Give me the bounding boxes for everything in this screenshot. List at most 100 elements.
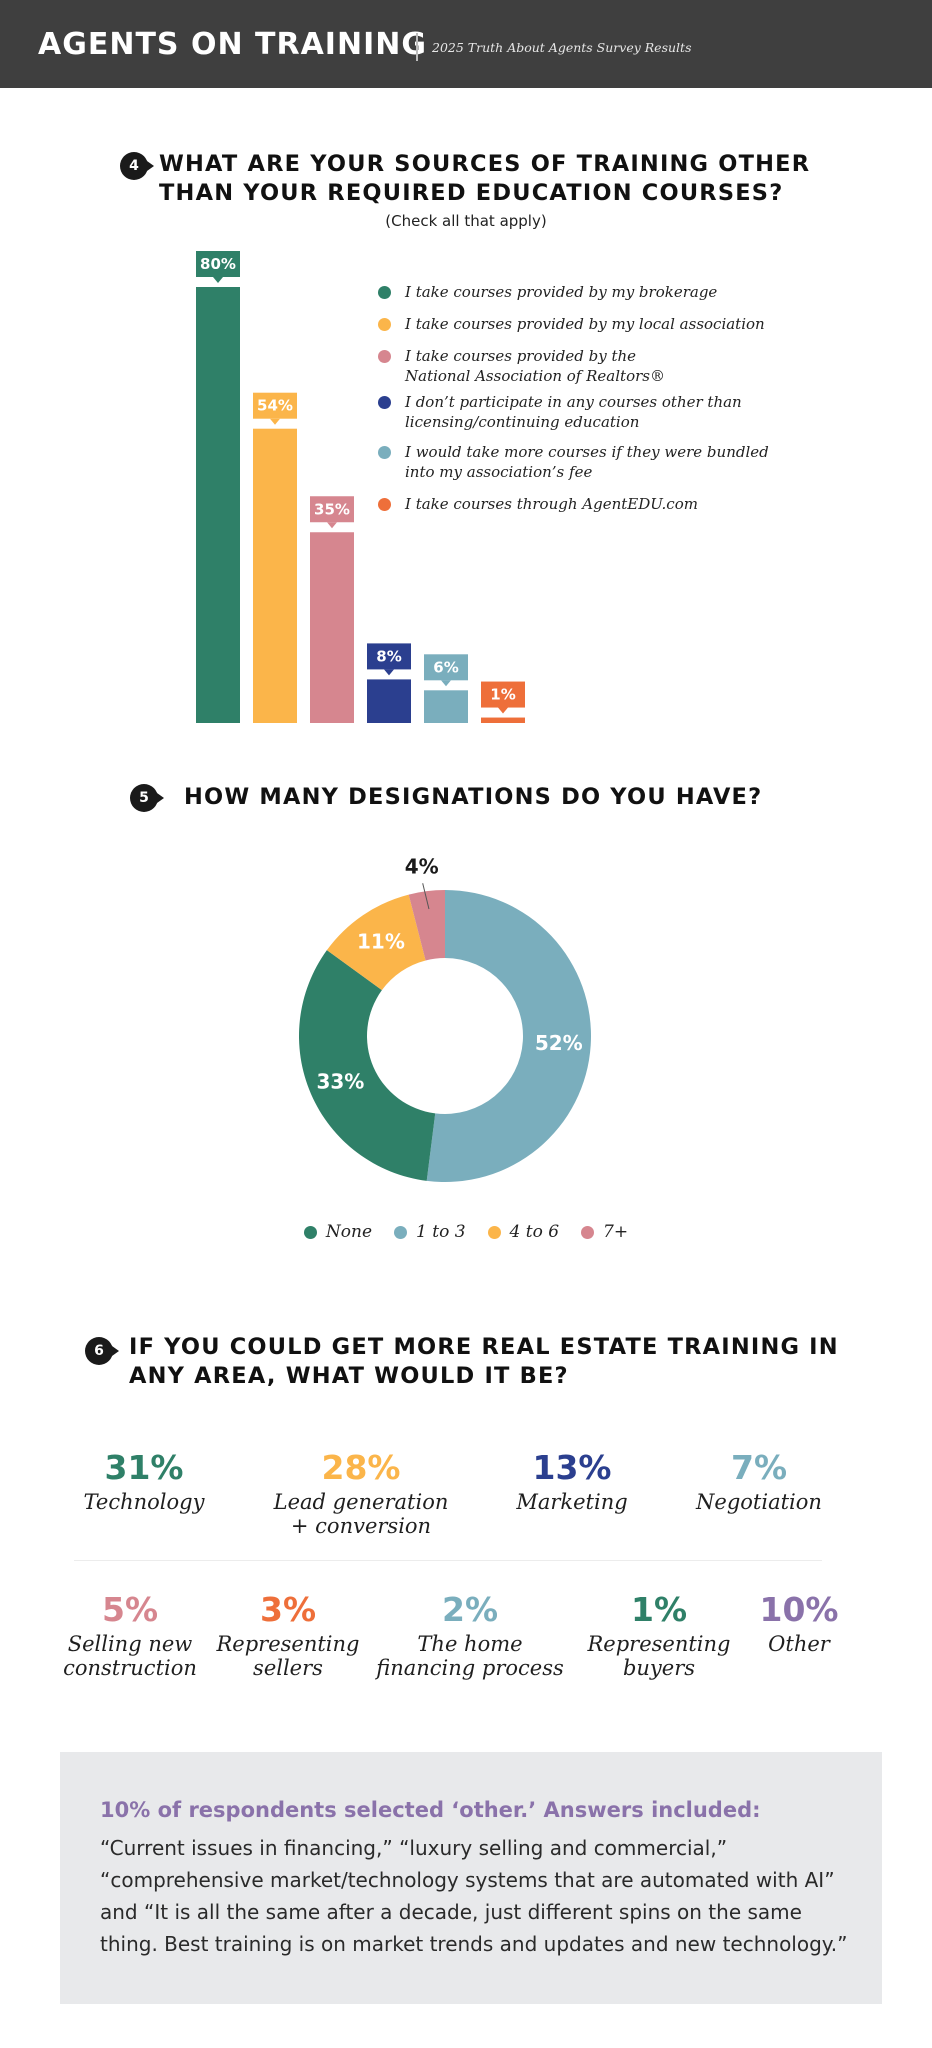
training-area-percent: 7% xyxy=(730,1448,788,1487)
question-6-title: IF YOU COULD GET MORE REAL ESTATE TRAINI… xyxy=(129,1333,839,1391)
training-area-percent: 31% xyxy=(104,1448,184,1487)
question-5-title: HOW MANY DESIGNATIONS DO YOU HAVE? xyxy=(184,784,763,810)
bar-4-value-label: 8% xyxy=(367,643,411,676)
legend-item: I take courses provided by my local asso… xyxy=(378,314,765,334)
training-area-label: Representing buyers xyxy=(587,1632,731,1680)
training-area-label: Negotiation xyxy=(696,1490,822,1514)
legend-swatch xyxy=(378,286,391,299)
bar-1-value-label: 80% xyxy=(196,251,240,283)
training-area-label: Selling new construction xyxy=(63,1632,197,1680)
training-area-stat: 7% Negotiation xyxy=(654,1448,864,1514)
page-header: AGENTS ON TRAINING 2025 Truth About Agen… xyxy=(0,0,932,88)
legend-item: None xyxy=(303,1222,373,1242)
legend-swatch xyxy=(394,1225,408,1239)
training-sources-bar-chart: 80% 54% 35% 8% 6% 1% xyxy=(196,251,525,723)
svg-text:1%: 1% xyxy=(490,686,515,704)
training-area-percent: 5% xyxy=(101,1590,159,1629)
other-responses-heading: 10% of respondents selected ‘other.’ Ans… xyxy=(100,1798,761,1822)
training-area-percent: 10% xyxy=(759,1590,839,1629)
legend-item: 1 to 3 xyxy=(394,1222,466,1242)
donut-slice-1-to-3 xyxy=(426,890,591,1182)
header-title: AGENTS ON TRAINING xyxy=(38,27,427,62)
question-4-note: (Check all that apply) xyxy=(385,212,547,230)
training-area-stat: 3% Representing sellers xyxy=(183,1590,393,1680)
legend-item: I don’t participate in any courses other… xyxy=(378,392,742,432)
question-6-title-line2: ANY AREA, WHAT WOULD IT BE? xyxy=(129,1363,569,1389)
legend-label: I take courses through AgentEDU.com xyxy=(405,495,698,513)
training-area-label: Representing sellers xyxy=(216,1632,360,1680)
bar-2 xyxy=(253,428,297,723)
training-area-stat: 5% Selling new construction xyxy=(25,1590,235,1680)
legend-item: I take courses through AgentEDU.com xyxy=(378,494,698,514)
training-area-stat: 10% Other xyxy=(694,1590,904,1656)
donut-leader-line xyxy=(422,883,430,910)
bar-3-value-label: 35% xyxy=(310,496,354,529)
legend-swatch xyxy=(378,396,391,409)
svg-text:8%: 8% xyxy=(376,647,401,665)
training-area-percent: 13% xyxy=(532,1448,612,1487)
training-area-label: Lead generation + conversion xyxy=(273,1490,449,1538)
bar-2-value-label: 54% xyxy=(253,392,297,425)
legend-item: 4 to 6 xyxy=(487,1222,560,1242)
question-4-title-line2: THAN YOUR REQUIRED EDUCATION COURSES? xyxy=(159,180,784,206)
donut-value-label: 52% xyxy=(535,1031,583,1055)
svg-text:35%: 35% xyxy=(314,500,350,518)
legend-label: I take courses provided by my brokerage xyxy=(405,283,718,301)
training-area-stat: 28% Lead generation + conversion xyxy=(256,1448,466,1538)
bar-1 xyxy=(196,287,240,723)
other-responses-box: 10% of respondents selected ‘other.’ Ans… xyxy=(60,1752,882,2004)
legend-label: I would take more courses if they were b… xyxy=(405,443,769,481)
training-areas-divider xyxy=(74,1560,822,1561)
svg-text:54%: 54% xyxy=(257,397,293,415)
bar-6-value-label: 1% xyxy=(481,681,525,714)
training-area-percent: 28% xyxy=(321,1448,401,1487)
donut-slice-none xyxy=(298,950,436,1181)
other-responses-quotes: “Current issues in financing,” “luxury s… xyxy=(100,1836,848,1956)
legend-label: None xyxy=(325,1222,373,1242)
bar-6 xyxy=(481,717,525,723)
legend-swatch xyxy=(378,446,391,459)
legend-swatch xyxy=(378,498,391,511)
legend-swatch xyxy=(378,318,391,331)
bar-3 xyxy=(310,532,354,723)
question-4-number-badge: 4 xyxy=(120,152,154,180)
training-area-percent: 2% xyxy=(441,1590,499,1629)
legend-label: 7+ xyxy=(603,1222,629,1242)
question-6-number-badge: 6 xyxy=(85,1337,119,1365)
question-5-number-badge: 5 xyxy=(130,784,164,812)
training-area-label: The home financing process xyxy=(376,1632,564,1680)
legend-swatch xyxy=(378,350,391,363)
legend-item: I take courses provided by the National … xyxy=(378,346,665,386)
header-subtitle: 2025 Truth About Agents Survey Results xyxy=(432,40,692,55)
question-6-title-line1: IF YOU COULD GET MORE REAL ESTATE TRAINI… xyxy=(129,1334,839,1360)
question-4-title: WHAT ARE YOUR SOURCES OF TRAINING OTHER … xyxy=(159,150,810,208)
legend-item: 7+ xyxy=(581,1222,628,1242)
training-area-percent: 1% xyxy=(630,1590,688,1629)
legend-label: 4 to 6 xyxy=(509,1222,560,1242)
training-area-label: Marketing xyxy=(516,1490,628,1514)
legend-label: I take courses provided by the National … xyxy=(405,347,665,385)
legend-swatch xyxy=(487,1225,501,1239)
training-area-stat: 31% Technology xyxy=(39,1448,249,1514)
training-area-stat: 2% The home financing process xyxy=(365,1590,575,1680)
donut-value-label: 4% xyxy=(405,854,439,878)
legend-item: I take courses provided by my brokerage xyxy=(378,282,717,302)
training-area-stat: 13% Marketing xyxy=(467,1448,677,1514)
legend-label: I don’t participate in any courses other… xyxy=(405,393,742,431)
legend-swatch xyxy=(303,1225,317,1239)
header-divider xyxy=(416,33,418,61)
question-4-title-line1: WHAT ARE YOUR SOURCES OF TRAINING OTHER xyxy=(159,151,811,177)
training-area-label: Technology xyxy=(83,1490,205,1514)
training-area-percent: 3% xyxy=(259,1590,317,1629)
legend-label: I take courses provided by my local asso… xyxy=(405,315,765,333)
designations-donut-chart: 52% 33% 11% 4% xyxy=(298,854,591,1182)
legend-label: 1 to 3 xyxy=(416,1222,466,1242)
training-area-label: Other xyxy=(768,1632,830,1656)
svg-text:80%: 80% xyxy=(200,255,236,273)
donut-value-label: 11% xyxy=(357,930,405,954)
legend-item: I would take more courses if they were b… xyxy=(378,442,769,482)
bar-5-value-label: 6% xyxy=(424,654,468,687)
donut-slice-4-to-6 xyxy=(326,894,426,991)
bar-5 xyxy=(424,690,468,723)
donut-value-label: 33% xyxy=(316,1069,364,1093)
